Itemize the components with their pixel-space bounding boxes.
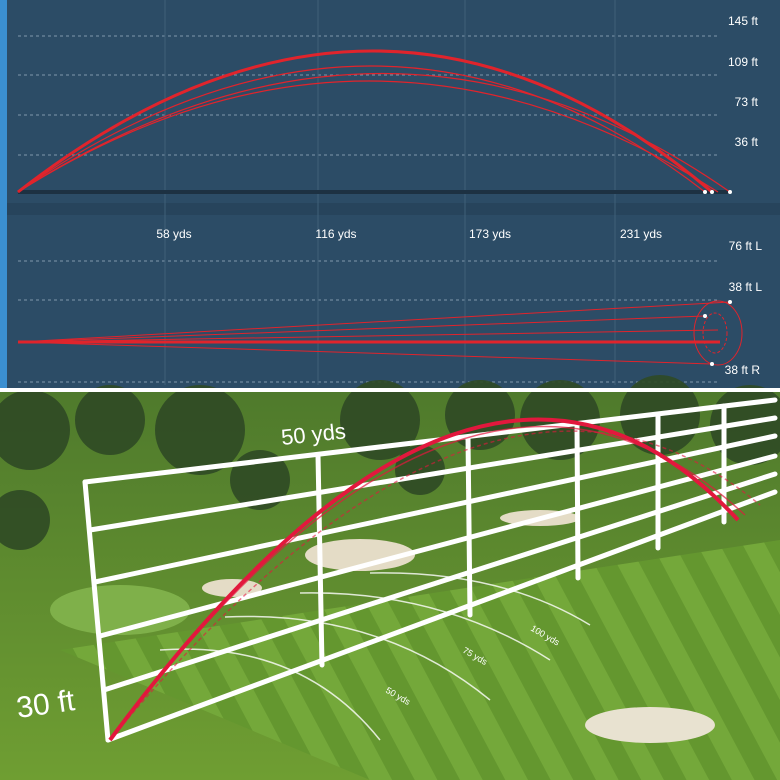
distance-label: 231 yds	[620, 227, 662, 241]
height-label: 73 ft	[735, 95, 759, 109]
height-label: 109 ft	[728, 55, 759, 69]
distance-label: 173 yds	[469, 227, 511, 241]
height-label: 145 ft	[728, 14, 759, 28]
scene-panel: 50 yds 30 ft 50 yds 75 yds 100 yds	[0, 375, 780, 780]
offset-label: 76 ft L	[729, 239, 763, 253]
wall-height-label: 30 ft	[14, 684, 77, 725]
side-view-panel: 145 ft 109 ft 73 ft 36 ft 58 yds 116 yds…	[0, 0, 780, 388]
height-label: 36 ft	[735, 135, 759, 149]
offset-label: 38 ft L	[729, 280, 763, 294]
distance-label: 116 yds	[315, 227, 356, 241]
offset-label: 38 ft R	[725, 363, 761, 377]
distance-label: 58 yds	[156, 227, 191, 241]
